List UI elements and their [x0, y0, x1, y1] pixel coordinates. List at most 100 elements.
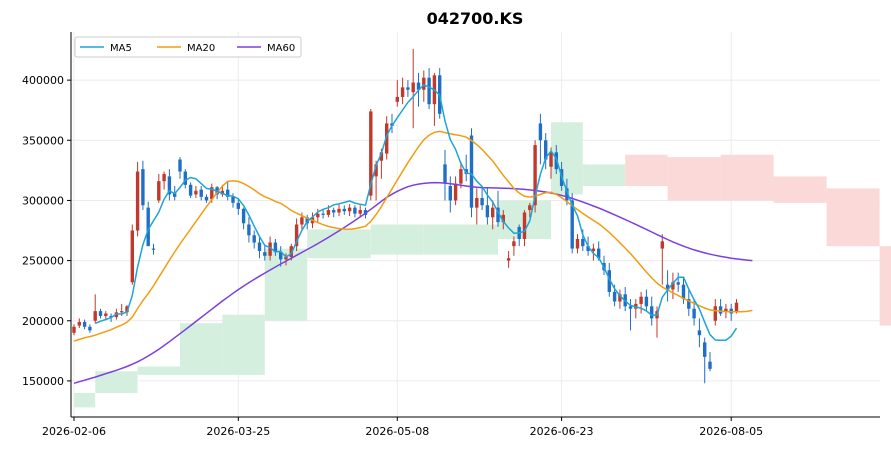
candle-body	[289, 246, 293, 257]
cloud-bullish	[95, 371, 138, 393]
candle-body	[305, 217, 309, 224]
candle-body	[644, 296, 649, 307]
candle-body	[374, 164, 378, 177]
candle-body	[188, 184, 193, 196]
candle-body	[369, 111, 373, 196]
x-tick-label: 2026-08-05	[699, 425, 763, 438]
candle-body	[485, 205, 490, 218]
candle-body	[273, 242, 278, 253]
candle-body	[475, 198, 479, 208]
candle-body	[358, 210, 362, 214]
candle-body	[618, 294, 622, 302]
candle-body	[612, 291, 617, 302]
cloud-bearish	[720, 154, 774, 201]
candle-body	[650, 306, 654, 319]
candle-body	[687, 299, 691, 309]
cloud-bearish	[773, 176, 827, 203]
candle-body	[697, 330, 702, 336]
candle-body	[316, 213, 320, 218]
candle-body	[173, 193, 177, 197]
candle-body	[141, 169, 145, 206]
legend-label: MA5	[110, 43, 132, 54]
cloud-bearish	[879, 246, 891, 326]
legend-label: MA60	[267, 43, 295, 54]
candle-body	[342, 208, 346, 212]
candle-body	[400, 87, 405, 97]
candle-body	[469, 135, 474, 208]
candle-body	[263, 252, 267, 256]
x-tick-label: 2026-02-06	[42, 425, 106, 438]
chart-title: 042700.KS	[427, 9, 524, 28]
candle-body	[294, 224, 299, 247]
plot-area: 150000 200000 250000 300000 350000 400000 2026…	[22, 32, 891, 438]
candle-body	[82, 321, 87, 327]
cloud-bullish	[307, 229, 371, 259]
candle-body	[528, 205, 532, 211]
candle-body	[135, 171, 140, 231]
candle-body	[406, 87, 410, 90]
candle-body	[226, 189, 230, 197]
candle-body	[241, 208, 246, 224]
candle-body	[125, 306, 129, 313]
candle-body	[178, 159, 182, 172]
legend: MA5 MA20 MA60	[74, 36, 302, 58]
candle-body	[681, 284, 686, 300]
candle-body	[210, 187, 214, 200]
candle-body	[379, 152, 384, 161]
candle-body	[453, 183, 458, 201]
cloud-bearish	[625, 154, 668, 186]
candle-body	[104, 313, 108, 316]
candle-body	[570, 200, 574, 249]
cloud-bullish	[74, 392, 96, 408]
candle-body	[162, 173, 166, 182]
cloud-bullish	[222, 314, 265, 375]
candle-body	[597, 248, 601, 259]
cloud-bearish	[667, 157, 721, 201]
y-tick-label: 150000	[22, 375, 64, 388]
candle-body	[708, 361, 712, 369]
candle-body	[109, 315, 113, 318]
candle-body	[236, 202, 240, 209]
x-tick-label: 2026-06-23	[530, 425, 594, 438]
candle-body	[157, 181, 161, 201]
candle-body	[671, 282, 675, 290]
candle-body	[321, 213, 325, 215]
candle-body	[326, 210, 331, 215]
candle-body	[220, 190, 225, 195]
candle-body	[422, 77, 426, 90]
candle-body	[247, 224, 251, 236]
candle-body	[204, 196, 209, 201]
candle-body	[257, 242, 262, 251]
cloud-bullish	[551, 122, 583, 195]
candle-body	[575, 238, 580, 249]
candle-body	[724, 308, 728, 312]
candle-body	[337, 208, 341, 213]
ma20-line	[73, 130, 753, 342]
candle-body	[300, 217, 304, 225]
cloud-bullish	[423, 224, 498, 255]
y-tick-label: 400000	[22, 74, 64, 87]
candle-body	[231, 196, 235, 203]
candle-body	[284, 256, 288, 260]
legend-label: MA20	[187, 43, 215, 54]
candle-body	[199, 189, 203, 197]
candle-body	[501, 214, 505, 223]
candle-body	[416, 82, 421, 90]
candle-body	[385, 123, 389, 154]
legend-box	[74, 36, 302, 58]
candle-body	[522, 212, 527, 239]
candle-body	[72, 326, 76, 333]
candle-body	[98, 311, 103, 316]
candle-body	[538, 123, 543, 141]
candle-body	[512, 241, 516, 247]
candle-body	[506, 258, 511, 261]
candle-body	[167, 176, 172, 195]
candle-body	[533, 145, 537, 206]
candle-body	[692, 308, 696, 319]
candle-body	[639, 296, 643, 304]
y-tick-label: 250000	[22, 255, 64, 268]
candle-body	[332, 210, 336, 213]
candle-body	[88, 326, 92, 331]
y-tick-label: 350000	[22, 134, 64, 147]
x-tick-label: 2026-05-08	[365, 425, 429, 438]
